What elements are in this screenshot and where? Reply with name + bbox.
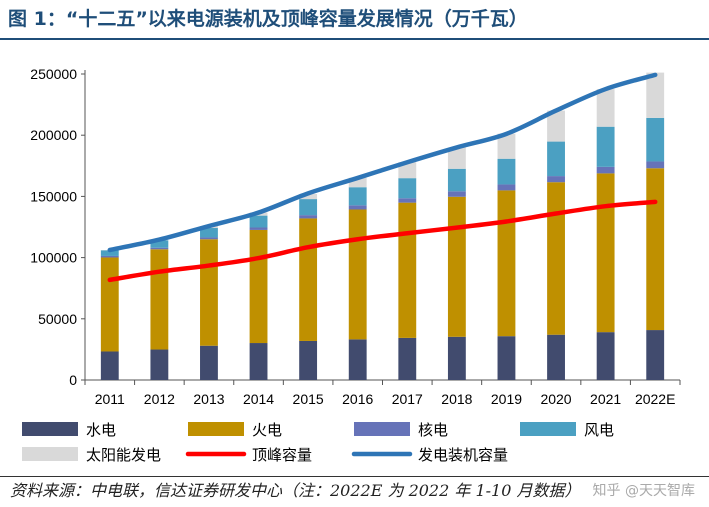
bar-3-2022E bbox=[646, 161, 665, 169]
bar-2-2014 bbox=[249, 229, 268, 344]
bar-5-2020 bbox=[547, 110, 565, 142]
bar-4-2014 bbox=[249, 215, 268, 228]
bar-1-2013 bbox=[200, 345, 218, 380]
legend-label-2: 火电 bbox=[252, 421, 282, 439]
bar-3-2013 bbox=[200, 237, 218, 240]
chart-title: 图 1：“十二五”以来电源装机及顶峰容量发展情况（万千瓦） bbox=[8, 8, 528, 30]
bar-3-2020 bbox=[547, 176, 565, 183]
legend-label-1: 水电 bbox=[86, 421, 116, 439]
x-tick-label: 2016 bbox=[342, 391, 373, 407]
x-tick-label: 2022E bbox=[635, 391, 675, 407]
source-divider bbox=[0, 476, 709, 477]
bar-2-2012 bbox=[150, 249, 169, 350]
bar-4-2020 bbox=[547, 141, 565, 177]
legend-label-3: 核电 bbox=[418, 421, 448, 439]
y-tick-label: 200000 bbox=[30, 127, 77, 143]
bar-1-2015 bbox=[299, 340, 318, 380]
bar-1-2018 bbox=[447, 336, 466, 380]
bar-5-2016 bbox=[348, 177, 367, 188]
legend-swatch-4 bbox=[520, 422, 576, 436]
bar-1-2014 bbox=[249, 343, 268, 380]
bar-4-2013 bbox=[200, 228, 218, 238]
bar-5-2015 bbox=[299, 193, 318, 200]
bar-5-2018 bbox=[447, 147, 466, 169]
y-tick-label: 100000 bbox=[30, 250, 77, 266]
legend-label-4: 风电 bbox=[584, 421, 614, 439]
bar-5-2017 bbox=[398, 162, 417, 179]
line-series-2 bbox=[107, 72, 658, 253]
legend-label-5: 太阳能发电 bbox=[86, 446, 161, 464]
bar-2-2016 bbox=[348, 209, 367, 340]
x-tick-label: 2014 bbox=[243, 391, 274, 407]
legend-swatch-2 bbox=[188, 422, 244, 436]
bar-3-2011 bbox=[100, 255, 119, 258]
bar-2-2021 bbox=[596, 173, 615, 333]
bar-1-2019 bbox=[497, 336, 516, 380]
bar-2-2015 bbox=[299, 218, 318, 341]
bar-2-2013 bbox=[200, 239, 218, 346]
bar-1-2017 bbox=[398, 337, 417, 380]
bar-5-2019 bbox=[497, 133, 516, 159]
bar-3-2015 bbox=[299, 215, 318, 219]
bar-1-2016 bbox=[348, 339, 367, 380]
source-note: 资料来源：中电联，信达证券研发中心（注：2022E 为 2022 年 1-10 … bbox=[10, 481, 581, 500]
y-tick-label: 150000 bbox=[30, 188, 77, 204]
bar-4-2015 bbox=[299, 199, 318, 216]
bar-4-2016 bbox=[348, 187, 367, 206]
bar-3-2019 bbox=[497, 184, 516, 191]
stacked-bar-line-chart: 0 50000 100000 150000 200000 250000 2011 2012 20… bbox=[22, 66, 681, 464]
bar-4-2021 bbox=[596, 126, 615, 167]
bar-4-2012 bbox=[150, 240, 169, 248]
bar-4-2022E bbox=[646, 117, 665, 162]
bar-4-2017 bbox=[398, 178, 417, 199]
bar-2-2011 bbox=[100, 257, 119, 352]
x-tick-label: 2015 bbox=[293, 391, 324, 407]
bar-1-2020 bbox=[547, 334, 565, 380]
title-divider bbox=[0, 38, 709, 40]
bar-2-2019 bbox=[497, 190, 516, 337]
legend-swatch-5 bbox=[22, 447, 78, 461]
bar-1-2011 bbox=[100, 351, 119, 380]
legend-swatch-3 bbox=[354, 422, 410, 436]
y-tick-label: 50000 bbox=[38, 311, 77, 327]
bar-1-2021 bbox=[596, 332, 615, 380]
x-tick-label: 2021 bbox=[590, 391, 621, 407]
bar-1-2022E bbox=[646, 330, 665, 380]
y-tick-label: 0 bbox=[69, 372, 77, 388]
x-tick-label: 2019 bbox=[491, 391, 522, 407]
x-tick-label: 2017 bbox=[392, 391, 423, 407]
bar-1-2012 bbox=[150, 349, 169, 380]
bar-2-2020 bbox=[547, 182, 565, 335]
bar-5-2021 bbox=[596, 89, 615, 127]
bar-2-2017 bbox=[398, 202, 417, 338]
bar-3-2021 bbox=[596, 166, 615, 174]
legend-swatch-1 bbox=[22, 422, 78, 436]
line-series-1 bbox=[107, 199, 658, 283]
x-tick-label: 2012 bbox=[144, 391, 175, 407]
bar-3-2014 bbox=[249, 227, 268, 230]
bar-5-2022E bbox=[646, 72, 665, 118]
x-tick-label: 2011 bbox=[95, 391, 125, 407]
x-tick-label: 2020 bbox=[540, 391, 571, 407]
legend-label-6: 顶峰容量 bbox=[252, 446, 312, 464]
bar-4-2018 bbox=[447, 168, 466, 192]
bar-4-2011 bbox=[100, 250, 119, 256]
bar-3-2017 bbox=[398, 198, 417, 203]
bar-2-2018 bbox=[447, 196, 466, 337]
x-tick-label: 2018 bbox=[441, 391, 472, 407]
bar-4-2019 bbox=[497, 158, 516, 185]
bar-2-2022E bbox=[646, 168, 665, 331]
x-tick-label: 2013 bbox=[193, 391, 224, 407]
watermark: 知乎 @天天智库 bbox=[592, 478, 695, 504]
bar-3-2016 bbox=[348, 205, 367, 210]
y-tick-label: 250000 bbox=[30, 66, 77, 82]
bar-3-2018 bbox=[447, 191, 466, 197]
bar-3-2012 bbox=[150, 247, 169, 250]
legend-label-7: 发电装机容量 bbox=[418, 446, 508, 464]
